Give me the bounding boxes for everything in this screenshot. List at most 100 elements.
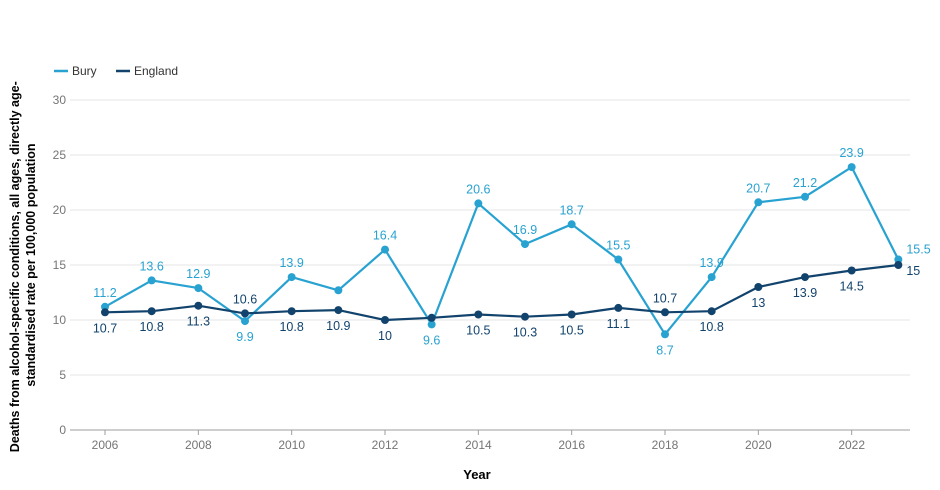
x-tick-label: 2010 [278,438,305,452]
data-point-england [381,316,389,324]
data-label-bury: 15.5 [906,243,930,257]
x-tick-label: 2006 [92,438,119,452]
y-tick-label: 25 [53,148,67,162]
x-tick-label: 2014 [465,438,492,452]
data-point-england [847,266,856,275]
data-label-bury: 23.9 [839,146,863,160]
data-label-england: 10.5 [559,324,583,338]
y-tick-label: 10 [53,313,67,327]
x-tick-label: 2018 [652,438,679,452]
data-label-bury: 18.7 [559,203,583,217]
data-label-bury: 8.7 [656,343,673,357]
y-tick-label: 5 [59,368,66,382]
data-label-england: 10.8 [139,320,163,334]
x-tick-label: 2022 [838,438,865,452]
y-axis-title: Deaths from alcohol-specific conditions,… [8,78,38,452]
data-label-england: 13.9 [793,286,817,300]
data-point-bury [847,163,856,172]
data-point-england [287,307,296,316]
data-label-bury: 12.9 [186,267,210,281]
data-point-bury [101,302,109,311]
data-label-bury: 11.2 [93,286,116,300]
y-axis: 0 5 10 15 20 25 30 [53,93,67,437]
data-point-england [334,306,343,315]
data-label-england: 10.9 [326,319,350,333]
data-label-england: 10.3 [513,326,537,340]
data-point-bury [194,284,203,293]
data-label-england: 11.1 [607,317,630,331]
data-point-england [614,303,623,312]
data-label-england: 10.7 [653,291,677,305]
data-point-bury [427,320,436,329]
legend: Bury England [54,64,178,78]
y-tick-label: 15 [53,258,67,272]
data-point-england [147,307,156,316]
data-point-bury [474,199,483,208]
data-label-england: 10.7 [93,321,117,335]
legend-label-england: England [134,64,178,78]
data-point-england [474,310,483,319]
series-lines [104,166,900,336]
data-point-england [754,283,763,291]
data-point-bury [241,317,249,326]
x-tick-label: 2016 [558,438,585,452]
data-label-england: 10.6 [233,292,257,306]
data-point-bury [801,192,809,201]
data-label-england: 15 [906,264,920,278]
data-label-england: 10.8 [699,320,723,334]
data-point-bury [334,286,343,295]
y-axis-title-line-1: Deaths from alcohol-specific conditions,… [8,81,22,452]
y-tick-label: 20 [53,203,67,217]
data-point-england [661,308,669,317]
data-point-england [194,301,203,310]
data-point-bury [287,273,296,282]
data-labels: 11.2 10.7 13.6 10.8 12.9 11.3 9.9 10.6 13.9 10.8 1… [93,146,931,357]
data-point-england [801,273,809,282]
data-point-bury [614,255,623,264]
legend-label-bury: Bury [72,64,97,78]
data-point-england [707,307,716,316]
x-tick-label: 2008 [185,438,212,452]
data-label-bury: 21.2 [793,176,817,190]
data-point-bury [521,240,529,249]
data-label-bury: 13.9 [279,256,303,270]
data-label-england: 10 [378,329,392,343]
series-points [101,163,903,339]
data-label-bury: 13.9 [699,256,723,270]
data-point-bury [707,273,716,282]
data-point-bury [567,220,576,229]
data-point-england [101,308,109,317]
data-label-england: 11.3 [187,315,210,329]
data-point-bury [147,276,156,285]
data-label-england: 14.5 [839,280,863,294]
y-tick-label: 0 [59,423,66,437]
y-axis-title-line-2: standardised rate per 100,000 population [24,143,38,386]
data-point-england [241,309,249,318]
data-point-england [427,313,436,322]
series-line-bury [104,166,900,336]
data-label-england: 10.8 [279,320,303,334]
series-line-england [104,263,899,322]
data-point-bury [381,245,389,254]
data-label-bury: 16.4 [373,229,397,243]
x-axis-title: Year [463,467,490,482]
x-axis: 2006 2008 2010 2012 2014 2016 2018 2020 2022 [92,430,865,452]
x-tick-label: 2020 [745,438,772,452]
data-label-england: 10.5 [466,324,490,338]
data-point-bury [894,255,903,264]
data-label-bury: 16.9 [513,223,537,237]
data-label-england: 13 [751,296,765,310]
data-label-bury: 15.5 [606,239,630,253]
data-label-bury: 13.6 [139,259,163,273]
data-point-bury [754,198,763,207]
data-point-bury [661,330,669,339]
data-point-england [567,310,576,319]
data-label-bury: 20.7 [746,181,770,195]
data-label-bury: 9.6 [423,333,440,347]
data-point-england [521,312,529,321]
gridlines [70,99,910,431]
data-label-bury: 20.6 [466,182,490,196]
x-tick-label: 2012 [372,438,399,452]
data-point-england [894,261,903,269]
